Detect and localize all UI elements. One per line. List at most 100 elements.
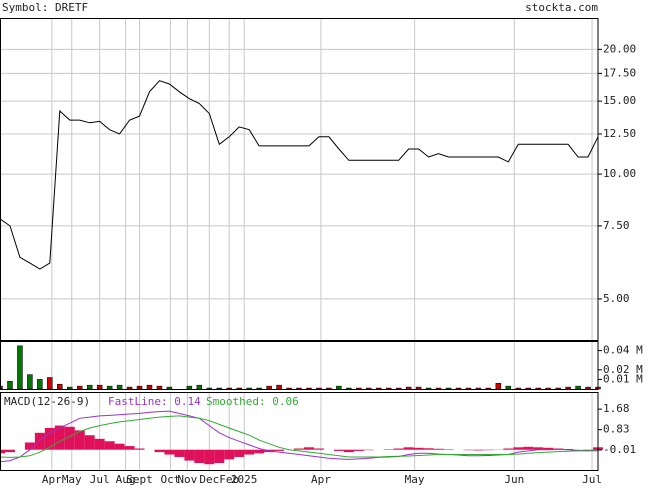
- histogram-bar: [85, 435, 95, 449]
- histogram-bar: [115, 444, 125, 450]
- site: stockta.com: [525, 1, 598, 14]
- volume-bar: [476, 388, 481, 389]
- volume-bar: [466, 388, 471, 389]
- histogram-bar: [5, 450, 15, 452]
- y-tick-label: 0.04 M: [603, 344, 643, 357]
- volume-bar: [117, 385, 122, 389]
- histogram-bar: [424, 448, 434, 449]
- volume-bar: [516, 388, 521, 389]
- volume-bar: [27, 375, 32, 389]
- histogram-bar: [304, 447, 314, 449]
- volume-bar: [207, 388, 212, 389]
- volume-bar: [496, 383, 501, 389]
- histogram-bar: [164, 450, 174, 455]
- y-tick-label: -0.01: [603, 443, 636, 456]
- volume-bar: [546, 388, 551, 389]
- legend-entry: FastLine: 0.14: [108, 395, 201, 408]
- volume-bar: [147, 385, 152, 389]
- y-tick-label: 7.50: [603, 219, 630, 232]
- x-tick-label: Jul: [90, 473, 110, 486]
- histogram-bar: [434, 449, 444, 450]
- volume-bar: [217, 388, 222, 389]
- volume-bar: [326, 388, 331, 389]
- volume-bar: [346, 388, 351, 389]
- y-tick-label: 0.83: [603, 423, 630, 436]
- y-tick-label: 17.50: [603, 66, 636, 79]
- volume-bar: [17, 346, 22, 389]
- volume-bar: [47, 377, 52, 389]
- y-tick-label: 0.02 M: [603, 363, 643, 376]
- volume-bar: [586, 387, 591, 389]
- x-tick-label: Dec: [199, 473, 219, 486]
- x-tick-label: Nov: [177, 473, 197, 486]
- x-tick-label: May: [405, 473, 425, 486]
- y-tick-label: 5.00: [603, 292, 630, 305]
- volume-bar: [187, 386, 192, 389]
- x-tick-label: Jul: [582, 473, 602, 486]
- histogram-bar: [95, 439, 105, 450]
- volume-bar: [506, 386, 511, 389]
- volume-bar: [306, 388, 311, 389]
- histogram-bar: [503, 449, 513, 450]
- volume-bar: [237, 388, 242, 389]
- volume-bar: [107, 386, 112, 389]
- histogram-bar: [404, 447, 414, 449]
- histogram-bar: [214, 450, 224, 463]
- volume-bar: [97, 385, 102, 389]
- volume-bar: [137, 386, 142, 389]
- volume-bar: [57, 384, 62, 389]
- histogram-bar: [135, 449, 145, 450]
- symbol: Symbol: DRETF: [2, 1, 88, 14]
- volume-bar: [566, 387, 571, 389]
- volume-bar: [277, 385, 282, 389]
- y-tick-label: 12.50: [603, 127, 636, 140]
- x-tick-label: May: [62, 473, 82, 486]
- histogram-bar: [35, 433, 45, 450]
- volume-bar: [356, 388, 361, 389]
- volume-bar: [416, 387, 421, 389]
- volume-bar: [37, 379, 42, 389]
- volume-bar: [526, 388, 531, 389]
- volume-bar: [87, 385, 92, 389]
- volume-bar: [167, 387, 172, 389]
- volume-bar: [536, 388, 541, 389]
- histogram-bar: [394, 449, 404, 450]
- histogram-bar: [194, 450, 204, 463]
- histogram-bar: [344, 450, 354, 452]
- volume-bar: [336, 386, 341, 389]
- y-tick-label: 15.00: [603, 94, 636, 107]
- histogram-bar: [473, 450, 483, 451]
- volume-bar: [297, 388, 302, 389]
- histogram-bar: [513, 447, 523, 449]
- volume-bar: [446, 388, 451, 389]
- volume-bar: [77, 386, 82, 389]
- volume-bar: [366, 388, 371, 389]
- volume-bar: [127, 387, 132, 389]
- histogram-bar: [234, 450, 244, 457]
- volume-bar: [316, 388, 321, 389]
- histogram-bar: [314, 449, 324, 450]
- panel-title: MACD(12-26-9): [4, 395, 90, 408]
- volume-bar: [456, 388, 461, 389]
- histogram-bar: [523, 447, 533, 450]
- volume-bar: [396, 388, 401, 389]
- volume-bar: [7, 381, 12, 389]
- volume-bar: [436, 388, 441, 389]
- volume-bar: [257, 388, 262, 389]
- histogram-bar: [224, 450, 234, 460]
- histogram-bar: [334, 450, 344, 451]
- histogram-bar: [354, 450, 364, 451]
- y-tick-label: 10.00: [603, 167, 636, 180]
- volume-bar: [556, 388, 561, 389]
- volume-bar: [227, 388, 232, 389]
- histogram-bar: [254, 450, 264, 454]
- volume-bar: [247, 388, 252, 389]
- y-tick-label: 20.00: [603, 42, 636, 55]
- histogram-bar: [125, 446, 135, 450]
- volume-bar: [157, 386, 162, 389]
- histogram-bar: [174, 450, 184, 457]
- volume-bar: [197, 385, 202, 389]
- volume-bar: [386, 388, 391, 389]
- x-tick-label: 2025: [231, 473, 258, 486]
